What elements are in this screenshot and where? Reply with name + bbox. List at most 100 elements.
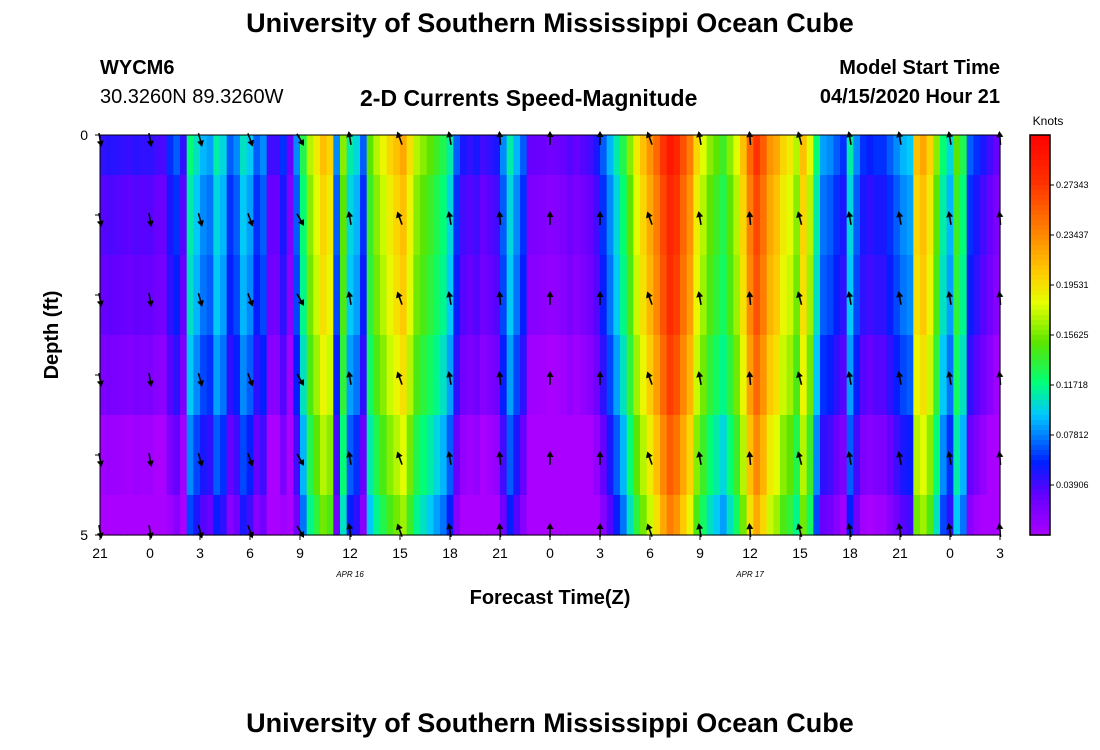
heatmap-cell — [333, 255, 341, 336]
heatmap-cell — [946, 135, 954, 176]
heatmap-cell — [680, 495, 688, 536]
heatmap-cell — [226, 135, 234, 176]
current-arrow — [996, 211, 1004, 226]
heatmap-cell — [260, 495, 268, 536]
heatmap-cell — [593, 495, 601, 536]
heatmap-cell — [386, 175, 394, 256]
heatmap-cell — [966, 335, 974, 416]
colorbar-segment — [1030, 205, 1050, 211]
heatmap-cell — [460, 495, 468, 536]
heatmap-cell — [500, 135, 508, 176]
heatmap-cell — [600, 255, 608, 336]
heatmap-cell — [546, 135, 554, 176]
heatmap-cell — [326, 255, 334, 336]
heatmap-cell — [540, 255, 548, 336]
current-arrow — [796, 523, 803, 538]
current-arrow — [596, 211, 604, 225]
heatmap-cell — [893, 335, 901, 416]
heatmap-cell — [666, 135, 674, 176]
colorbar-segment — [1030, 320, 1050, 326]
heatmap-cell — [660, 335, 668, 416]
heatmap-cell — [560, 135, 568, 176]
heatmap-cell — [980, 175, 988, 256]
heatmap-cell — [853, 335, 861, 416]
heatmap-cell — [820, 415, 828, 496]
heatmap-cell — [740, 335, 748, 416]
heatmap-cell — [993, 135, 1001, 176]
heatmap-cell — [880, 135, 888, 176]
heatmap-cell — [733, 135, 741, 176]
heatmap-cell — [233, 135, 241, 176]
heatmap-cell — [280, 335, 288, 416]
current-arrow — [296, 373, 305, 386]
heatmap-cell — [680, 255, 688, 336]
heatmap-cell — [380, 415, 388, 496]
current-arrow — [296, 213, 305, 226]
heatmap-cell — [473, 495, 481, 536]
heatmap-cell — [226, 335, 234, 416]
heatmap-cell — [193, 175, 201, 256]
heatmap-cell — [653, 255, 661, 336]
heatmap-cell — [453, 255, 461, 336]
heatmap-cell — [353, 135, 361, 176]
heatmap-cell — [366, 255, 374, 336]
current-arrow — [846, 131, 854, 146]
colorbar-segment — [1030, 330, 1050, 336]
current-arrow — [346, 211, 354, 226]
heatmap-cell — [826, 255, 834, 336]
heatmap-cell — [280, 255, 288, 336]
heatmap-cell — [680, 135, 688, 176]
current-arrow — [846, 523, 854, 538]
heatmap-cell — [586, 335, 594, 416]
heatmap-cell — [840, 495, 848, 536]
heatmap-cell — [513, 255, 521, 336]
heatmap-cell — [180, 335, 188, 416]
current-arrow — [546, 451, 554, 465]
current-arrow — [796, 451, 803, 466]
heatmap-cell — [786, 175, 794, 256]
heatmap-cell — [840, 135, 848, 176]
current-arrow — [746, 131, 754, 146]
current-arrow — [896, 371, 904, 386]
heatmap-cell — [840, 255, 848, 336]
heatmap-cell — [966, 175, 974, 256]
colorbar-segment — [1030, 460, 1050, 466]
heatmap-cell — [740, 255, 748, 336]
heatmap-cell — [840, 335, 848, 416]
date-label: APR 17 — [735, 570, 764, 579]
x-tick-label: 9 — [296, 545, 304, 561]
heatmap-cell — [960, 135, 968, 176]
heatmap-cell — [206, 495, 214, 536]
heatmap-cell — [260, 135, 268, 176]
heatmap-cell — [580, 335, 588, 416]
colorbar-segment — [1030, 480, 1050, 486]
heatmap-cell — [813, 255, 821, 336]
current-arrow — [696, 371, 704, 386]
heatmap-cell — [160, 495, 168, 536]
current-arrow — [496, 131, 504, 146]
heatmap-cell — [500, 255, 508, 336]
heatmap-cell — [346, 495, 354, 536]
heatmap-cell — [206, 175, 214, 256]
heatmap-cell — [986, 495, 994, 536]
heatmap-cell — [220, 495, 228, 536]
heatmap-cell — [940, 415, 948, 496]
heatmap-cell — [666, 175, 674, 256]
heatmap-cell — [380, 495, 388, 536]
heatmap-cell — [233, 335, 241, 416]
heatmap-cell — [720, 415, 728, 496]
footer-title: University of Southern Mississippi Ocean… — [246, 708, 854, 738]
heatmap-cell — [260, 415, 268, 496]
heatmap-cell — [620, 335, 628, 416]
heatmap-cell — [373, 415, 381, 496]
heatmap-cell — [833, 135, 841, 176]
heatmap-cell — [753, 495, 761, 536]
heatmap-cell — [173, 495, 181, 536]
heatmap-cell — [900, 135, 908, 176]
current-arrow — [146, 212, 154, 227]
heatmap-cell — [640, 175, 648, 256]
heatmap-cell — [226, 495, 234, 536]
colorbar-segment — [1030, 195, 1050, 201]
heatmap-cell — [246, 415, 254, 496]
heatmap-cell — [106, 495, 114, 536]
